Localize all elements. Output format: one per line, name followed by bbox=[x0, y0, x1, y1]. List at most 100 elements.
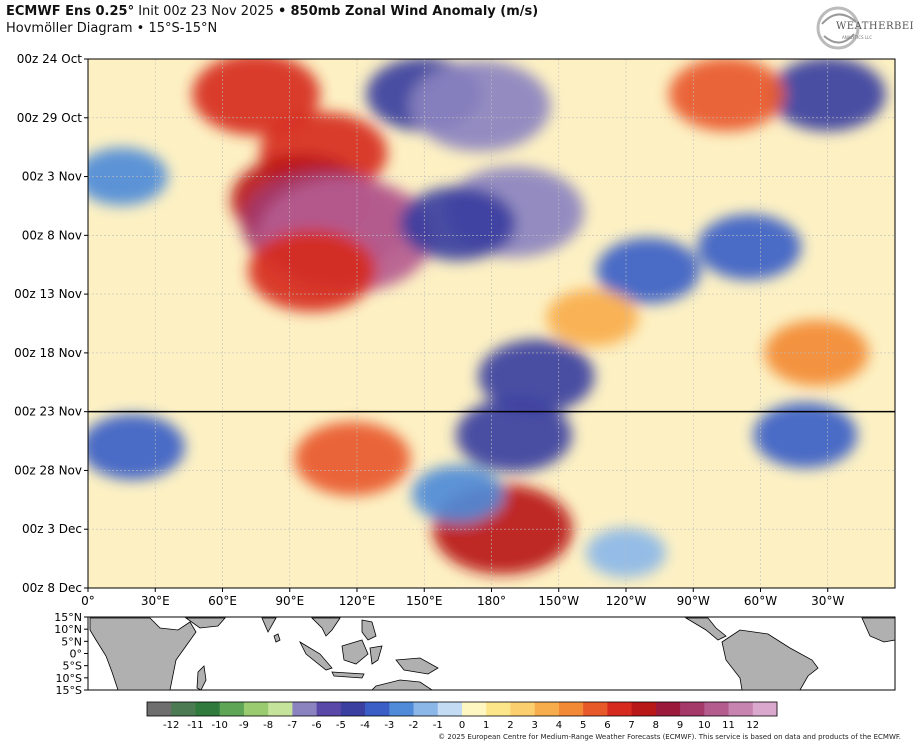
colorbar-tick-label: 10 bbox=[698, 720, 711, 731]
colorbar-swatch bbox=[558, 702, 584, 716]
colorbar-swatch bbox=[171, 702, 196, 716]
chart-subtitle: Hovmöller Diagram • 15°S-15°N bbox=[6, 21, 218, 36]
colorbar-tick-label: 6 bbox=[604, 720, 610, 731]
colorbar-tick-label: -8 bbox=[263, 720, 273, 731]
anomaly-cell bbox=[455, 398, 572, 473]
colorbar-swatch bbox=[655, 702, 681, 716]
model-name: ECMWF Ens 0.25° bbox=[6, 4, 135, 19]
logo-swirl-icon bbox=[816, 6, 860, 50]
philippines-landmass bbox=[361, 619, 377, 641]
x-tick-label: 90°W bbox=[677, 594, 710, 608]
colorbar-swatch bbox=[510, 702, 536, 716]
x-tick-label: 30°E bbox=[141, 594, 170, 608]
anomaly-cell bbox=[294, 421, 411, 496]
y-tick-label: 00z 13 Nov bbox=[14, 287, 82, 301]
x-tick-label: 150°W bbox=[538, 594, 579, 608]
colorbar-tick-label: -3 bbox=[384, 720, 394, 731]
colorbar-frame bbox=[146, 701, 778, 717]
colorbar-swatch bbox=[389, 702, 415, 716]
colorbar-tick-label: -2 bbox=[409, 720, 419, 731]
lat-tick-label: 10°S bbox=[56, 672, 82, 685]
colorbar-swatch bbox=[147, 702, 172, 716]
anomaly-cell bbox=[248, 229, 377, 312]
chart-title: ECMWF Ens 0.25° Init 00z 23 Nov 2025 • 8… bbox=[6, 4, 538, 19]
lat-tick-label: 15°S bbox=[56, 684, 82, 697]
equatorial-map: 15°N10°N5°N0°5°S10°S15°S bbox=[54, 611, 896, 697]
colorbar-swatch bbox=[631, 702, 657, 716]
colorbar-swatch bbox=[219, 702, 245, 716]
colorbar: -12 -11 -10 -9 -8 -7 -6 -5 -4 -3 -2 -1 0 1 2 3 4 5 6 7 8 9 10 1… bbox=[146, 701, 778, 731]
y-tick-label: 00z 29 Oct bbox=[17, 111, 83, 125]
colorbar-tick-label: 3 bbox=[532, 720, 538, 731]
colorbar-tick-label: -4 bbox=[360, 720, 370, 731]
copyright-credit: © 2025 European Centre for Medium-Range … bbox=[438, 733, 901, 741]
lat-tick-label: 0° bbox=[70, 648, 83, 661]
colorbar-swatch bbox=[486, 702, 511, 716]
colorbar-tick-label: 9 bbox=[677, 720, 683, 731]
x-tick-label: 180° bbox=[477, 594, 506, 608]
south-america-landmass bbox=[721, 629, 819, 691]
colorbar-swatch bbox=[462, 702, 487, 716]
colorbar-swatch bbox=[704, 702, 730, 716]
lat-tick-label: 5°S bbox=[63, 660, 82, 673]
colorbar-tick-label: 11 bbox=[722, 720, 735, 731]
australia-landmass bbox=[371, 679, 434, 691]
indochina-landmass bbox=[311, 617, 341, 637]
lat-tick-label: 15°N bbox=[54, 611, 82, 624]
x-tick-label: 150°E bbox=[406, 594, 443, 608]
colorbar-tick-label: -1 bbox=[433, 720, 443, 731]
anomaly-cell bbox=[192, 59, 321, 136]
colorbar-swatch bbox=[268, 702, 293, 716]
borneo-landmass bbox=[341, 639, 369, 665]
colorbar-swatch bbox=[680, 702, 705, 716]
y-tick-label: 00z 23 Nov bbox=[14, 405, 82, 419]
x-tick-label: 90°E bbox=[275, 594, 304, 608]
colorbar-swatch bbox=[534, 702, 560, 716]
y-axis-ticks: 00z 24 Oct 00z 29 Oct 00z 3 Nov 00z 8 Nov 00… bbox=[14, 52, 88, 595]
colorbar-swatch bbox=[340, 702, 366, 716]
colorbar-tick-label: -6 bbox=[312, 720, 322, 731]
heatmap-field bbox=[88, 59, 895, 588]
logo-subtext: ANALYTICS LLC bbox=[842, 35, 873, 40]
anomaly-cell bbox=[478, 339, 595, 414]
x-tick-label: 120°W bbox=[606, 594, 647, 608]
x-tick-label: 60°W bbox=[744, 594, 777, 608]
colorbar-swatch bbox=[195, 702, 221, 716]
anomaly-cell bbox=[88, 147, 168, 206]
title-bullet: • bbox=[278, 4, 287, 19]
y-tick-label: 00z 28 Nov bbox=[14, 463, 82, 477]
anomaly-cell bbox=[88, 414, 185, 480]
x-tick-label: 120°E bbox=[339, 594, 376, 608]
logo-text: WEATHERBELL bbox=[836, 21, 913, 32]
colorbar-swatch bbox=[316, 702, 342, 716]
y-tick-label: 00z 8 Nov bbox=[22, 228, 82, 242]
colorbar-swatch bbox=[365, 702, 390, 716]
anomaly-cell bbox=[410, 60, 551, 152]
west-africa-landmass bbox=[861, 617, 896, 643]
colorbar-tick-label: -5 bbox=[336, 720, 346, 731]
colorbar-tick-label: 0 bbox=[459, 720, 465, 731]
colorbar-swatch bbox=[752, 702, 778, 716]
sumatra-landmass bbox=[299, 640, 333, 671]
anomaly-cell bbox=[596, 237, 701, 304]
colorbar-tick-label: 12 bbox=[746, 720, 759, 731]
anomaly-cell bbox=[697, 214, 802, 281]
colorbar-swatch bbox=[437, 702, 463, 716]
weatherbell-logo: WEATHERBELL ANALYTICS LLC bbox=[812, 4, 913, 52]
y-tick-label: 00z 24 Oct bbox=[17, 52, 83, 66]
anomaly-features bbox=[88, 59, 886, 578]
colorbar-tick-label: 8 bbox=[653, 720, 659, 731]
colorbar-tick-label: 2 bbox=[507, 720, 513, 731]
map-latitude-ticks: 15°N10°N5°N0°5°S10°S15°S bbox=[54, 611, 88, 697]
x-axis-ticks: 0° 30°E 60°E 90°E 120°E 150°E 180° 150°W 120°W 90… bbox=[81, 588, 844, 608]
colorbar-tick-label: 7 bbox=[628, 720, 634, 731]
anomaly-cell bbox=[753, 402, 858, 469]
colorbar-swatch bbox=[728, 702, 754, 716]
sri-lanka-landmass bbox=[273, 633, 281, 643]
y-tick-label: 00z 3 Nov bbox=[22, 170, 82, 184]
africa-landmass bbox=[89, 617, 197, 691]
sulawesi-landmass bbox=[369, 645, 383, 665]
india-tip-landmass bbox=[261, 617, 277, 633]
new-guinea-landmass bbox=[395, 657, 439, 675]
